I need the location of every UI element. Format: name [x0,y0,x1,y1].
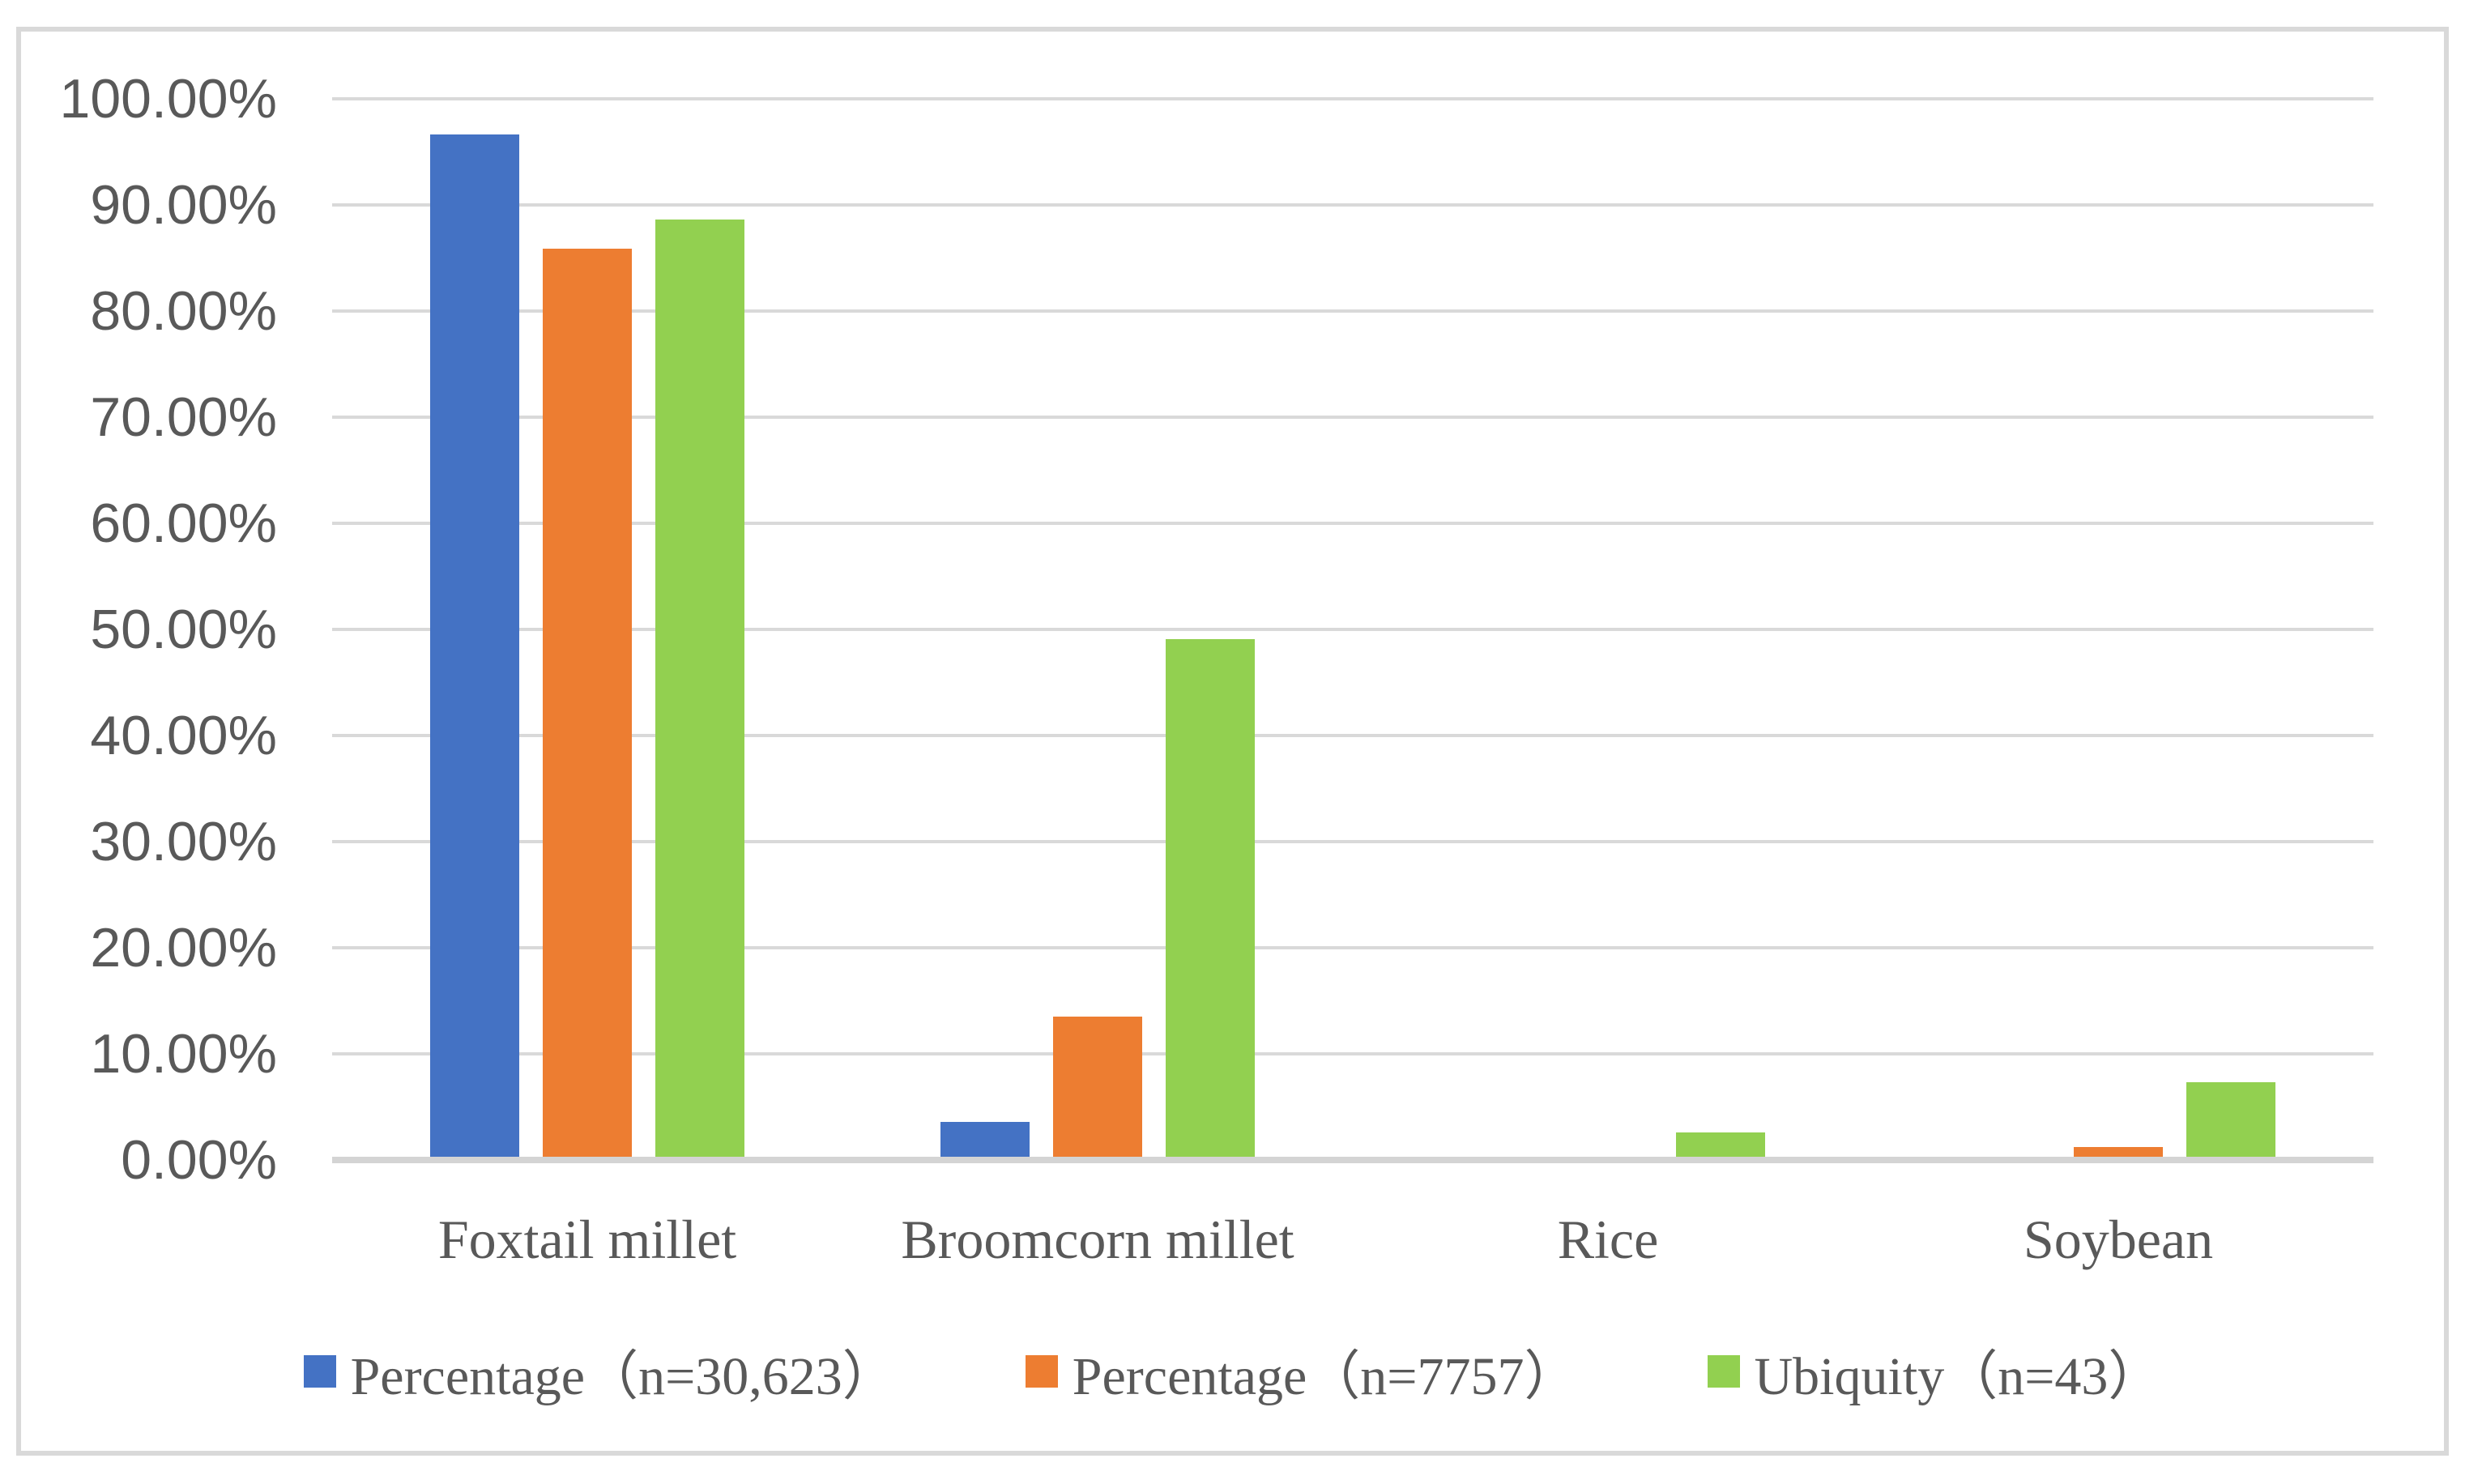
bar-soybean-series-1 [2074,1147,2163,1157]
gridline [332,203,2373,207]
y-axis-tick-label: 0.00% [121,1129,277,1191]
gridline [332,734,2373,737]
category-label: Broomcorn millet [901,1209,1294,1270]
y-axis-tick-label: 30.00% [90,811,277,872]
legend-swatch [1025,1355,1058,1388]
legend: Percentage（n=30,623） Percentage（n=7757） Ub… [0,1333,2465,1410]
legend-label: Percentage（n=7757） [1072,1347,1578,1406]
y-axis-tick-label: 10.00% [90,1023,277,1085]
bar-broomcorn-millet-series-1 [1053,1017,1142,1157]
legend-item: Percentage（n=30,623） [303,1333,896,1410]
legend-swatch [303,1355,336,1388]
legend-label: Ubiquity（n=43） [1754,1347,2162,1406]
bar-rice-series-2 [1676,1132,1765,1157]
y-axis-tick-label: 80.00% [90,280,277,342]
gridline [332,840,2373,843]
bar-broomcorn-millet-series-0 [940,1122,1030,1157]
gridline [332,522,2373,525]
category-label: Foxtail millet [437,1209,737,1270]
legend-label: Percentage（n=30,623） [350,1347,896,1406]
y-axis-tick-label: 90.00% [90,174,277,236]
y-axis-tick-label: 50.00% [90,599,277,660]
y-axis-tick-label: 70.00% [90,386,277,448]
x-axis-line [332,1157,2373,1163]
y-axis-tick-label: 40.00% [90,705,277,766]
bar-broomcorn-millet-series-2 [1166,639,1255,1157]
gridline [332,628,2373,631]
bar-foxtail-millet-series-2 [655,220,744,1157]
gridline [332,309,2373,313]
bar-foxtail-millet-series-1 [543,249,632,1157]
gridline [332,416,2373,419]
y-axis-tick-label: 20.00% [90,917,277,979]
y-axis-tick-label: 60.00% [90,493,277,554]
gridline [332,1052,2373,1055]
y-axis-tick-label: 100.00% [59,68,277,130]
gridline [332,946,2373,949]
legend-swatch [1707,1355,1740,1388]
category-label: Soybean [2023,1209,2214,1270]
category-label: Rice [1557,1209,1659,1270]
bar-foxtail-millet-series-0 [430,134,519,1157]
bar-soybean-series-2 [2186,1082,2275,1157]
gridline [332,97,2373,100]
legend-item: Percentage（n=7757） [1025,1333,1578,1410]
legend-item: Ubiquity（n=43） [1707,1333,2162,1410]
